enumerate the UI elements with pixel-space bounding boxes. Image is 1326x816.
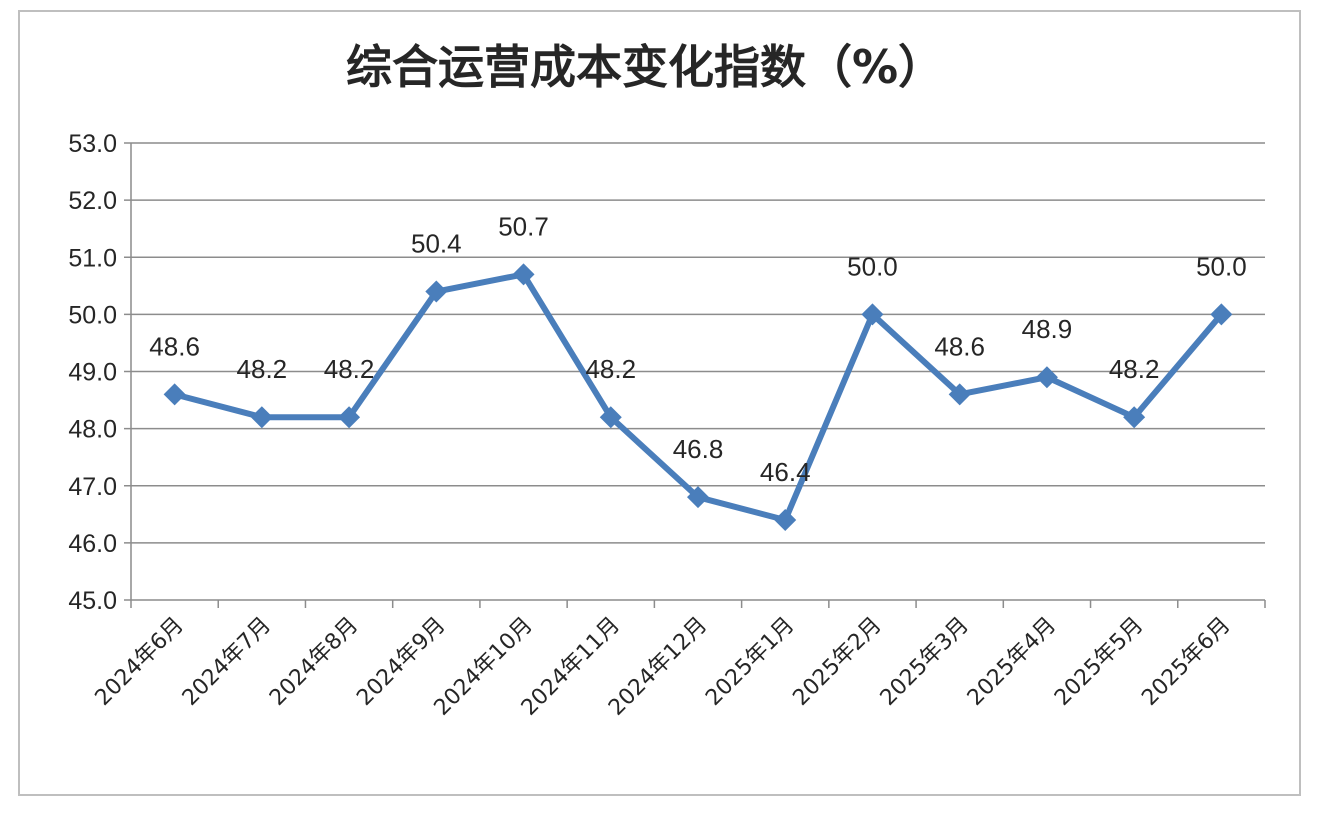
data-label: 50.0 — [847, 251, 898, 281]
x-tick-label: 2025年6月 — [1137, 613, 1235, 711]
data-point-marker — [774, 509, 797, 532]
x-tick-label: 2024年7月 — [178, 613, 276, 711]
data-point-marker — [1035, 366, 1058, 389]
data-point-marker — [599, 406, 622, 429]
data-point-marker — [948, 383, 971, 406]
x-tick-label: 2025年5月 — [1050, 613, 1148, 711]
series-line-path — [173, 271, 1224, 524]
data-label: 46.4 — [760, 457, 811, 487]
x-tick-label: 2025年2月 — [788, 613, 886, 711]
data-label: 48.6 — [149, 331, 200, 361]
data-label: 48.2 — [324, 354, 375, 384]
y-tick-label: 53.0 — [68, 130, 117, 158]
data-label: 48.2 — [585, 354, 636, 384]
data-label: 50.7 — [498, 211, 549, 241]
data-point-marker — [1210, 303, 1233, 326]
y-tick-label: 46.0 — [68, 530, 117, 558]
y-tick-label: 47.0 — [68, 473, 117, 501]
axes — [130, 143, 1265, 601]
chart-title: 综合运营成本变化指数（%） — [346, 40, 944, 94]
data-label: 50.0 — [1196, 251, 1247, 281]
y-tick-label: 52.0 — [68, 187, 117, 215]
data-label: 48.2 — [237, 354, 288, 384]
data-label: 48.9 — [1022, 314, 1073, 344]
y-axis-ticks: 45.0 46.0 47.0 48.0 49.0 50.0 51.0 52.0 53.0 — [68, 130, 131, 615]
data-labels: 48.6 48.2 48.2 50.4 50.7 48.2 46.8 46.4 50.0 48.6… — [149, 211, 1246, 487]
x-tick-label: 2025年3月 — [876, 613, 974, 711]
data-label: 46.8 — [673, 434, 724, 464]
x-axis-ticks: 2024年6月2024年7月2024年8月2024年9月2024年10月2024… — [91, 600, 1266, 721]
series-line — [163, 263, 1233, 532]
data-label: 50.4 — [411, 229, 462, 259]
data-point-marker — [512, 263, 535, 286]
x-tick-label: 2024年8月 — [265, 613, 363, 711]
chart-frame — [18, 10, 1301, 796]
y-tick-label: 50.0 — [68, 301, 117, 329]
data-point-marker — [163, 383, 186, 406]
y-tick-label: 45.0 — [68, 587, 117, 615]
data-point-marker — [250, 406, 273, 429]
data-label: 48.2 — [1109, 354, 1160, 384]
gridlines — [131, 142, 1265, 544]
data-point-marker — [338, 406, 361, 429]
x-tick-label: 2024年6月 — [91, 613, 189, 711]
x-tick-label: 2025年4月 — [963, 613, 1061, 711]
x-tick-label: 2025年1月 — [701, 613, 799, 711]
y-tick-label: 51.0 — [68, 244, 117, 272]
data-label: 48.6 — [934, 331, 985, 361]
data-point-marker — [687, 486, 709, 509]
y-tick-label: 49.0 — [68, 359, 117, 387]
y-tick-label: 48.0 — [68, 416, 117, 444]
data-point-marker — [861, 303, 884, 326]
data-point-marker — [1123, 406, 1146, 429]
data-point-marker — [425, 280, 448, 303]
